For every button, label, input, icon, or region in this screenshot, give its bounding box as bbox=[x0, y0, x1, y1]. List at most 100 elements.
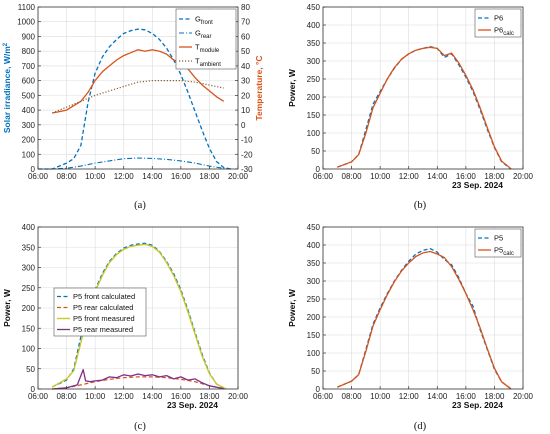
y-tick-label: 200 bbox=[307, 93, 321, 102]
legend-entry-sub: calc bbox=[503, 251, 514, 257]
legend-entry-name: P5 bbox=[494, 234, 503, 243]
y-tick-label: 500 bbox=[22, 91, 36, 100]
y-tick-label: 300 bbox=[22, 121, 36, 130]
x-tick-label: 16:00 bbox=[171, 172, 192, 181]
y-tick-label: 100 bbox=[22, 345, 36, 354]
panel-caption: (d) bbox=[414, 421, 427, 432]
legend-entry-0: P5 bbox=[494, 234, 503, 243]
legend-box bbox=[474, 228, 522, 258]
legend-entry-0: P6 bbox=[494, 14, 503, 23]
y-tick-label: 200 bbox=[22, 136, 36, 145]
x-tick-label: 08:00 bbox=[57, 392, 78, 401]
y-tick-label: 300 bbox=[307, 277, 321, 286]
x-tick-label: 12:00 bbox=[114, 392, 135, 401]
legend-entry-name: P6 bbox=[494, 26, 503, 35]
legend: P5 front calculated P5 rear calculated P5 … bbox=[53, 287, 147, 337]
y-tick-label: 450 bbox=[307, 3, 321, 12]
legend-box bbox=[474, 8, 522, 38]
y-axis-label: Power, W bbox=[2, 288, 12, 327]
legend-entry-sub: calc bbox=[503, 31, 514, 37]
panel-0: 06:00 08:00 10:00 12:00 14:00 16:00 18:00 20:00… bbox=[2, 3, 264, 211]
y-tick-label: 350 bbox=[307, 259, 321, 268]
y-tick-label: 50 bbox=[311, 147, 320, 156]
x-tick-label: 20:00 bbox=[228, 172, 249, 181]
y-tick-label: 400 bbox=[307, 21, 321, 30]
y2-tick-label: 60 bbox=[241, 32, 250, 41]
y-tick-label: 300 bbox=[22, 264, 36, 273]
legend-entry-sub: module bbox=[200, 48, 220, 54]
panel-3: 06:00 08:00 10:00 12:00 14:00 16:00 18:00 20:00… bbox=[287, 223, 534, 432]
x-tick-label: 16:00 bbox=[456, 172, 477, 181]
x-tick-label: 06:00 bbox=[313, 172, 334, 181]
y2-tick-label: 80 bbox=[241, 3, 250, 12]
x-tick-label: 14:00 bbox=[427, 392, 448, 401]
series-line-2-3 bbox=[52, 368, 224, 390]
panel-caption: (b) bbox=[414, 200, 427, 211]
y-tick-label: 400 bbox=[307, 241, 321, 250]
y-tick-label: 0 bbox=[316, 385, 321, 394]
legend-entry-name: P5 rear measured bbox=[73, 325, 133, 334]
legend-entry-name: T bbox=[195, 57, 200, 66]
y-tick-label: 1100 bbox=[18, 3, 36, 12]
y-tick-label: 700 bbox=[22, 62, 36, 71]
series-line-1-0 bbox=[337, 45, 512, 170]
series-line-3-1 bbox=[337, 250, 512, 390]
x-tick-label: 10:00 bbox=[85, 172, 106, 181]
x-tick-label: 12:00 bbox=[399, 392, 420, 401]
legend-entry-sub: ambient bbox=[200, 62, 222, 68]
y2-tick-label: -30 bbox=[241, 165, 253, 174]
x-tick-label: 18:00 bbox=[199, 392, 220, 401]
panel-caption: (a) bbox=[134, 200, 146, 211]
y-axis-label-text: Solar irradiance, W/m bbox=[2, 46, 12, 133]
y-tick-label: 0 bbox=[316, 165, 321, 174]
y-tick-label: 250 bbox=[22, 284, 36, 293]
y-axis-label: Solar irradiance, W/m2 bbox=[2, 42, 12, 133]
panel-caption: (c) bbox=[134, 421, 146, 432]
y-axis-label: Power, W bbox=[287, 68, 297, 107]
y-tick-label: 100 bbox=[22, 150, 36, 159]
date-label: 23 Sep. 2024 bbox=[452, 180, 503, 190]
y-axis-label: Power, W bbox=[287, 288, 297, 327]
y-tick-label: 350 bbox=[22, 243, 36, 252]
y2-tick-label: 40 bbox=[241, 62, 250, 71]
legend-entry-name: P6 bbox=[494, 14, 503, 23]
panel-1: 06:00 08:00 10:00 12:00 14:00 16:00 18:00 20:00… bbox=[287, 3, 534, 211]
y-tick-label: 50 bbox=[311, 367, 320, 376]
legend-entry-name: T bbox=[195, 43, 200, 52]
series-line-1-1 bbox=[337, 46, 512, 170]
legend-entry-0: Gfront bbox=[195, 15, 213, 27]
date-label: 23 Sep. 2024 bbox=[452, 400, 503, 410]
legend-entry-sub: rear bbox=[201, 34, 212, 40]
y-tick-label: 250 bbox=[307, 75, 321, 84]
y-tick-label: 100 bbox=[307, 129, 321, 138]
x-tick-label: 16:00 bbox=[456, 392, 477, 401]
y-axis-label-sup: 2 bbox=[3, 42, 9, 46]
legend-entry-3: Tambient bbox=[195, 57, 221, 68]
legend-entry-1: P5 rear calculated bbox=[73, 303, 133, 312]
y-tick-label: 0 bbox=[31, 385, 36, 394]
legend-entry-1: Grear bbox=[195, 29, 212, 41]
y2-tick-label: -10 bbox=[241, 136, 253, 145]
y2-tick-label: 50 bbox=[241, 47, 250, 56]
x-tick-label: 06:00 bbox=[313, 392, 334, 401]
y2-tick-label: -20 bbox=[241, 150, 253, 159]
x-tick-label: 12:00 bbox=[399, 172, 420, 181]
y-tick-label: 50 bbox=[26, 365, 35, 374]
x-tick-label: 20:00 bbox=[513, 392, 534, 401]
y-tick-label: 150 bbox=[307, 331, 321, 340]
legend-entry-1: P6calc bbox=[494, 26, 514, 38]
x-tick-label: 14:00 bbox=[427, 172, 448, 181]
plot-frame bbox=[322, 6, 524, 170]
y-tick-label: 200 bbox=[307, 313, 321, 322]
date-label: 23 Sep. 2024 bbox=[167, 400, 218, 410]
y-tick-label: 100 bbox=[307, 349, 321, 358]
x-tick-label: 20:00 bbox=[513, 172, 534, 181]
y2-tick-label: 10 bbox=[241, 106, 250, 115]
legend-entry-name: G bbox=[195, 15, 201, 24]
y-tick-label: 800 bbox=[22, 47, 36, 56]
y-tick-label: 450 bbox=[307, 223, 321, 232]
